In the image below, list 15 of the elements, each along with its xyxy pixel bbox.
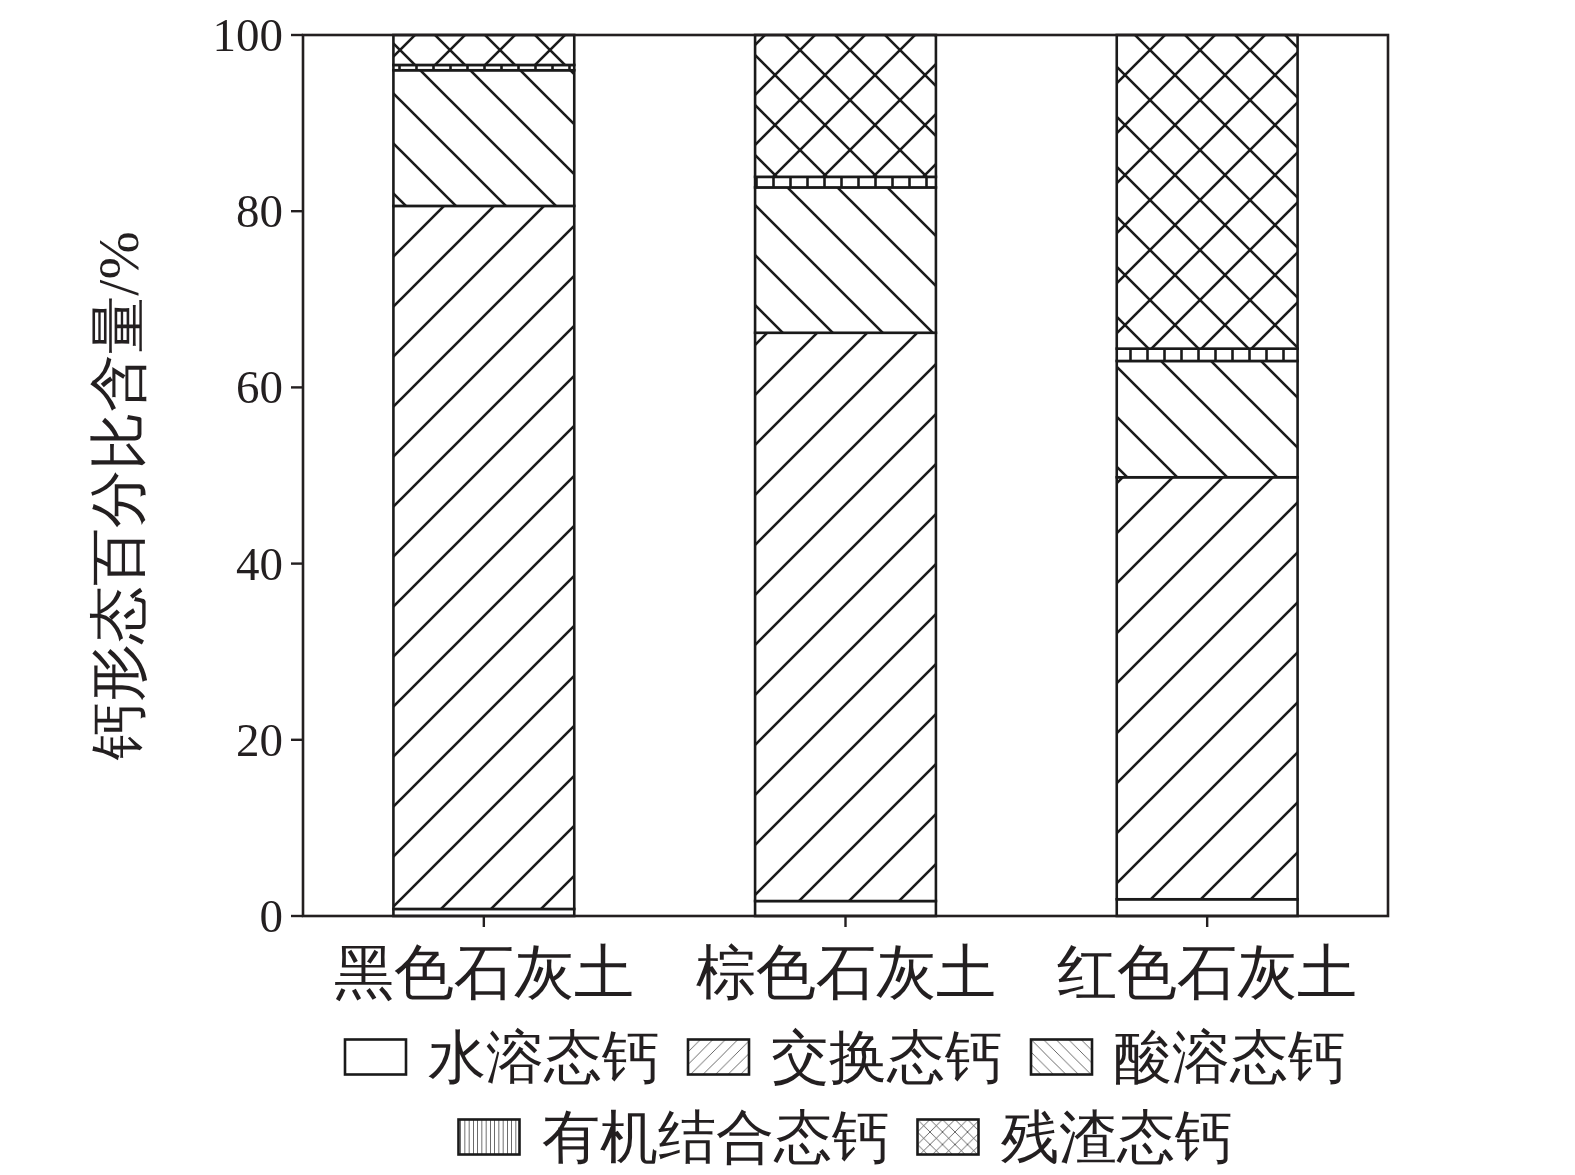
y-tick-label: 40 [236, 537, 283, 590]
legend-label: 酸溶态钙 [1114, 1024, 1346, 1090]
y-tick-label: 0 [259, 890, 283, 942]
legend-label: 水溶态钙 [428, 1024, 660, 1090]
y-tick-label: 100 [212, 9, 283, 61]
y-tick-label: 80 [236, 185, 283, 238]
legend-label: 残渣态钙 [1000, 1104, 1233, 1170]
legend-label: 交换态钙 [771, 1024, 1003, 1090]
y-axis-title: 钙形态百分比含量/% [85, 231, 151, 761]
x-tick-label: 棕色石灰土 [695, 940, 996, 1006]
x-tick-label: 黑色石灰土 [333, 940, 634, 1006]
x-tick-label: 红色石灰土 [1057, 940, 1358, 1006]
legend-label: 有机结合态钙 [541, 1104, 890, 1170]
y-tick-label: 20 [236, 713, 283, 766]
y-tick-label: 60 [236, 361, 283, 414]
